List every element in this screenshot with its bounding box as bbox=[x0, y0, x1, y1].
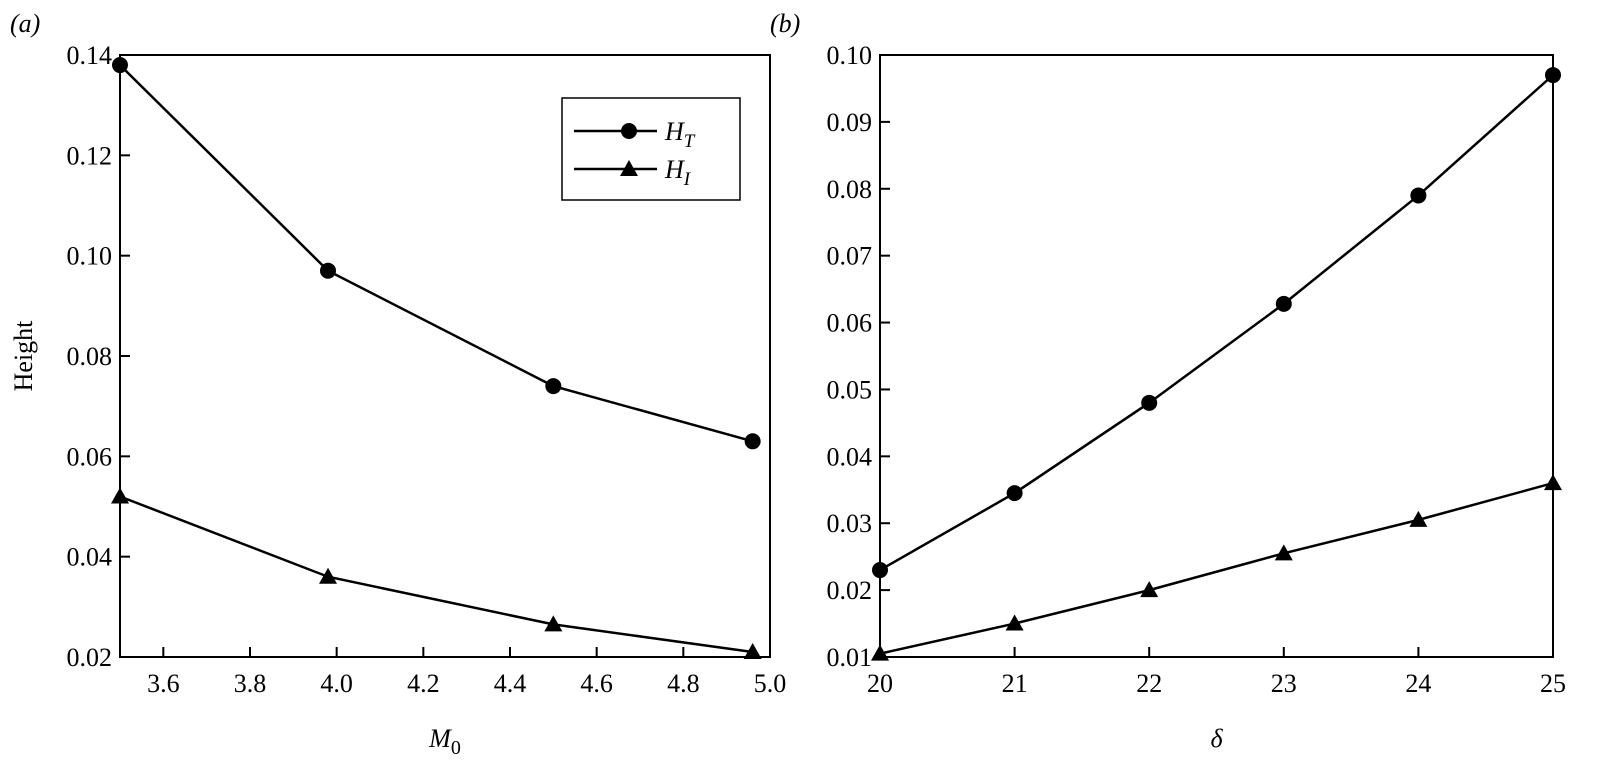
marker bbox=[1141, 394, 1158, 411]
y-tick-label: 0.08 bbox=[827, 175, 873, 204]
marker bbox=[319, 567, 337, 584]
x-tick-label: 25 bbox=[1540, 669, 1566, 698]
legend-box bbox=[561, 97, 741, 201]
series-line bbox=[879, 74, 1554, 572]
plot-frame bbox=[879, 54, 1554, 658]
x-tick-label: 22 bbox=[1136, 669, 1162, 698]
marker bbox=[1544, 474, 1562, 491]
marker bbox=[1275, 295, 1292, 312]
marker bbox=[1409, 510, 1428, 527]
x-tick-label: 4.2 bbox=[407, 669, 440, 698]
y-tick-label: 0.07 bbox=[827, 242, 873, 271]
panel-label: (a) bbox=[10, 9, 40, 38]
marker bbox=[112, 57, 128, 74]
x-axis-label-main: M bbox=[428, 724, 452, 753]
y-tick-label: 0.06 bbox=[827, 309, 873, 338]
series-line bbox=[119, 64, 754, 443]
x-axis-label-main: δ bbox=[1210, 724, 1223, 753]
y-axis-label: Height bbox=[9, 320, 38, 392]
marker bbox=[743, 642, 762, 659]
marker bbox=[111, 487, 129, 504]
legend-label: HT bbox=[664, 117, 696, 152]
marker bbox=[871, 644, 889, 661]
y-tick-label: 0.09 bbox=[827, 108, 873, 137]
y-tick-label: 0.10 bbox=[827, 41, 873, 70]
x-tick-label: 4.6 bbox=[580, 669, 613, 698]
y-tick-label: 0.04 bbox=[827, 442, 873, 471]
y-tick-label: 0.10 bbox=[67, 242, 113, 271]
x-axis-label: M0 bbox=[428, 724, 461, 759]
y-tick-label: 0.02 bbox=[827, 576, 873, 605]
series-line bbox=[119, 495, 753, 654]
legend-label-sub: I bbox=[683, 169, 692, 190]
legend-marker bbox=[621, 123, 637, 139]
series-line bbox=[879, 481, 1554, 655]
x-axis-label-sub: 0 bbox=[451, 737, 461, 759]
legend-label-sub: T bbox=[684, 131, 696, 152]
panel-label: (b) bbox=[770, 9, 800, 38]
marker bbox=[744, 433, 761, 450]
x-tick-label: 21 bbox=[1002, 669, 1028, 698]
y-tick-label: 0.12 bbox=[67, 141, 113, 170]
marker bbox=[320, 262, 336, 279]
legend-marker bbox=[620, 160, 638, 176]
x-tick-label: 24 bbox=[1405, 669, 1431, 698]
x-tick-label: 5.0 bbox=[754, 669, 787, 698]
x-tick-label: 3.6 bbox=[147, 669, 180, 698]
y-tick-label: 0.14 bbox=[67, 41, 113, 70]
x-tick-label: 4.4 bbox=[494, 669, 527, 698]
marker bbox=[1140, 581, 1159, 598]
marker bbox=[1274, 544, 1293, 561]
y-tick-label: 0.06 bbox=[67, 442, 113, 471]
x-tick-label: 23 bbox=[1271, 669, 1297, 698]
y-tick-label: 0.04 bbox=[67, 543, 113, 572]
marker bbox=[545, 378, 562, 395]
x-tick-label: 3.8 bbox=[234, 669, 267, 698]
marker bbox=[1545, 67, 1561, 84]
y-tick-label: 0.01 bbox=[827, 643, 873, 672]
legend-label: HI bbox=[664, 155, 692, 190]
x-axis-label: δ bbox=[1210, 724, 1223, 753]
marker bbox=[544, 615, 563, 632]
x-tick-label: 4.8 bbox=[667, 669, 700, 698]
marker bbox=[1410, 187, 1427, 204]
x-tick-label: 4.0 bbox=[320, 669, 353, 698]
y-tick-label: 0.03 bbox=[827, 509, 873, 538]
y-tick-label: 0.05 bbox=[827, 375, 873, 404]
y-tick-label: 0.08 bbox=[67, 342, 113, 371]
marker bbox=[1005, 614, 1024, 631]
marker bbox=[872, 562, 888, 579]
legend-label-main: H bbox=[664, 117, 685, 146]
y-tick-label: 0.02 bbox=[67, 643, 113, 672]
legend-label-main: H bbox=[664, 155, 685, 184]
marker bbox=[1006, 485, 1023, 502]
x-tick-label: 20 bbox=[867, 669, 893, 698]
